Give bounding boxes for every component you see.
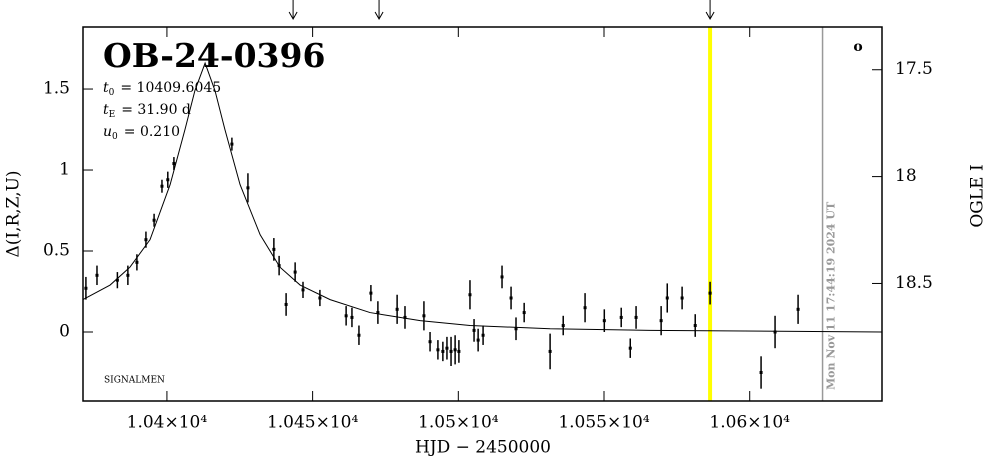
data-point xyxy=(449,349,453,353)
arrow-head xyxy=(288,11,298,21)
data-point xyxy=(583,306,587,310)
parameter: tE = 31.90 d xyxy=(103,102,191,120)
credit: SIGNALMEN xyxy=(104,376,165,386)
parameter-sub: E xyxy=(109,110,116,120)
data-point xyxy=(561,324,565,328)
data-point xyxy=(628,346,632,350)
data-point xyxy=(634,315,638,319)
data-point xyxy=(680,296,684,300)
data-point xyxy=(403,315,407,319)
data-point xyxy=(659,319,663,323)
data-point xyxy=(230,142,234,146)
data-point xyxy=(548,349,552,353)
parameter-symbol: u xyxy=(103,124,112,140)
arrow-head xyxy=(705,11,715,21)
arrow xyxy=(705,0,715,21)
y2-axis-label: OGLE I xyxy=(968,164,986,227)
data-point xyxy=(160,184,164,188)
data-point xyxy=(436,348,440,352)
data-point xyxy=(796,307,800,311)
data-point xyxy=(453,348,457,352)
data-point xyxy=(428,340,432,344)
data-point xyxy=(619,315,623,319)
x-tick-label: 1.045×10⁴ xyxy=(267,413,359,433)
data-point xyxy=(708,291,712,295)
data-point xyxy=(350,315,354,319)
data-point xyxy=(509,296,513,300)
data-point xyxy=(166,178,170,182)
parameter-symbol: t xyxy=(103,80,109,96)
data-point xyxy=(500,275,504,279)
chart-title: OB-24-0396 xyxy=(103,36,325,75)
data-point xyxy=(357,333,361,337)
x-tick-label: 1.04×10⁴ xyxy=(127,413,208,433)
plot-frame xyxy=(82,26,883,402)
data-point xyxy=(135,260,139,264)
data-point xyxy=(301,288,305,292)
data-point xyxy=(422,314,426,318)
x-tick-label: 1.06×10⁴ xyxy=(709,413,790,433)
data-point xyxy=(144,238,148,242)
now-label: Mon Nov 11 17:44:19 2024 UT xyxy=(825,201,838,390)
x-tick-label: 1.055×10⁴ xyxy=(558,413,650,433)
data-point xyxy=(665,296,669,300)
arrow-head xyxy=(374,11,384,21)
data-point xyxy=(376,311,380,315)
data-point xyxy=(693,324,697,328)
parameter-sub: 0 xyxy=(112,132,118,142)
data-point xyxy=(457,349,461,353)
parameter: u0 = 0.210 xyxy=(103,124,180,142)
corner-mark: o xyxy=(853,39,862,55)
data-point xyxy=(344,314,348,318)
y2-tick-label: 17.5 xyxy=(895,59,933,79)
data-point xyxy=(522,311,526,315)
data-point xyxy=(759,370,763,374)
data-point xyxy=(126,273,130,277)
data-point xyxy=(152,218,156,222)
data-point xyxy=(445,346,449,350)
arrow xyxy=(288,0,298,21)
y-tick-label: 0.5 xyxy=(43,241,70,261)
parameter-value: = 10409.6045 xyxy=(120,80,221,96)
data-point xyxy=(246,186,250,190)
parameter-symbol: t xyxy=(103,102,109,118)
data-point xyxy=(514,327,518,331)
parameter-value: = 0.210 xyxy=(124,124,180,140)
data-point xyxy=(284,302,288,306)
data-point xyxy=(115,278,119,282)
y2-tick-label: 18 xyxy=(895,166,917,186)
data-point xyxy=(369,291,373,295)
data-point xyxy=(293,270,297,274)
data-point xyxy=(395,307,399,311)
data-point xyxy=(318,296,322,300)
data-point xyxy=(468,293,472,297)
y2-tick-label: 18.5 xyxy=(895,273,933,293)
data-point xyxy=(476,338,480,342)
parameter: t0 = 10409.6045 xyxy=(103,80,221,98)
data-point xyxy=(773,330,777,334)
data-point xyxy=(441,349,445,353)
arrow xyxy=(374,0,384,21)
data-point xyxy=(472,328,476,332)
y-axis-label: Δ(I,R,Z,U) xyxy=(4,170,24,257)
data-point xyxy=(172,162,176,166)
x-axis-label: HJD − 2450000 xyxy=(415,438,551,458)
y-tick-label: 0 xyxy=(59,321,70,341)
y-tick-label: 1 xyxy=(59,160,70,180)
data-point xyxy=(272,247,276,251)
data-point xyxy=(481,333,485,337)
parameter-value: = 31.90 d xyxy=(121,102,191,118)
data-point xyxy=(602,319,606,323)
model-curve xyxy=(82,61,883,333)
parameter-sub: 0 xyxy=(109,88,115,98)
data-point xyxy=(84,286,88,290)
y-tick-label: 1.5 xyxy=(43,79,70,99)
x-tick-label: 1.05×10⁴ xyxy=(418,413,499,433)
data-point xyxy=(95,273,99,277)
